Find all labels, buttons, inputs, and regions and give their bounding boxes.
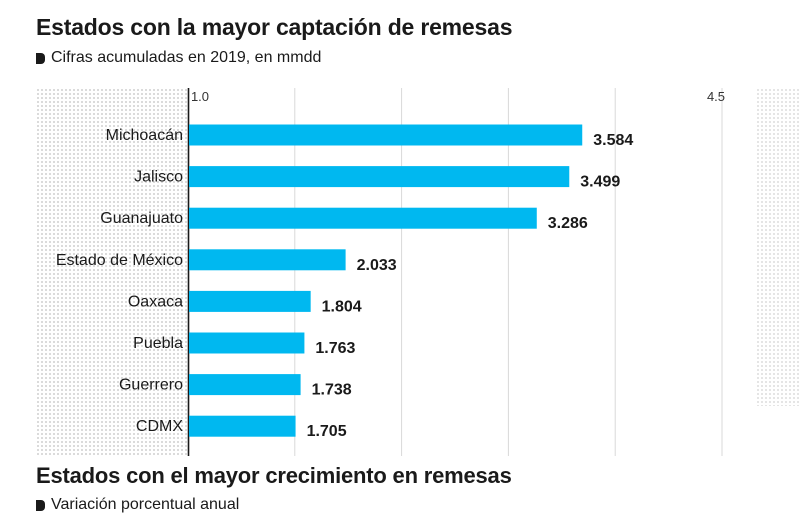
bar [189, 207, 537, 229]
bar [189, 249, 346, 271]
value-label: 1.804 [322, 298, 362, 315]
chart-subtitle-text: Cifras acumuladas en 2019, en mmdd [51, 49, 322, 66]
bar [189, 166, 570, 188]
value-label: 3.499 [580, 174, 620, 191]
second-chart-title: Estados con el mayor crecimiento en reme… [36, 463, 512, 488]
x-tick-label: 4.5 [707, 89, 725, 104]
category-labels: Michoacán Jalisco Guanajuato Estado de Méxi… [56, 127, 184, 435]
category-label: Oaxaca [128, 293, 183, 310]
value-label: 1.763 [315, 340, 355, 357]
category-label: Guerrero [119, 377, 183, 394]
bar [189, 332, 305, 354]
dotted-background-left [36, 88, 188, 456]
bar [189, 374, 301, 396]
value-label: 1.705 [307, 423, 347, 440]
chart-subtitle: Cifras acumuladas en 2019, en mmdd [36, 49, 321, 67]
value-label: 3.584 [593, 132, 633, 149]
category-label: Jalisco [134, 169, 183, 186]
value-label: 2.033 [357, 257, 397, 274]
chart-title: Estados con la mayor captación de remesa… [36, 14, 513, 40]
second-chart-subtitle-text: Variación porcentual anual [51, 496, 240, 513]
category-label: Estado de México [56, 252, 183, 269]
category-label: Michoacán [106, 127, 183, 144]
bars [189, 124, 583, 437]
bar [189, 124, 583, 146]
value-label: 3.286 [548, 215, 588, 232]
bullet-marker-icon [36, 52, 45, 64]
bullet-marker-icon [36, 499, 45, 511]
category-label: Puebla [133, 335, 183, 352]
x-tick-labels: 1.0 4.5 [191, 89, 725, 104]
dotted-background-right [756, 88, 800, 406]
category-label: Guanajuato [100, 210, 183, 227]
second-chart-subtitle: Variación porcentual anual [36, 496, 239, 514]
bar [189, 290, 311, 312]
value-label: 1.738 [312, 382, 352, 399]
value-labels: 3.584 3.499 3.286 2.033 1.804 1.763 1.738 1.705 [307, 132, 634, 440]
category-label: CDMX [136, 418, 183, 435]
bar [189, 415, 296, 437]
x-tick-label: 1.0 [191, 89, 209, 104]
